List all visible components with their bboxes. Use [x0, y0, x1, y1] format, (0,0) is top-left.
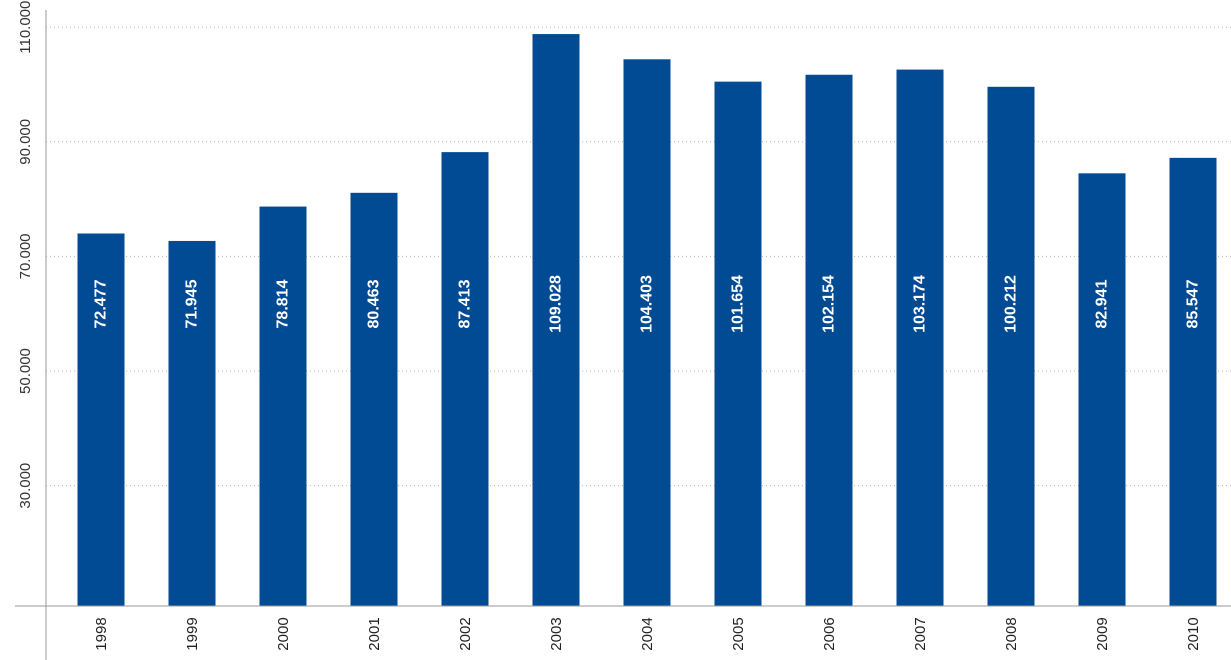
bar-2001 [350, 192, 398, 607]
y-tick-label: 110.000 [17, 1, 34, 54]
x-tick-label-2004: 2004 [639, 617, 656, 650]
x-tick-label-2000: 2000 [275, 617, 292, 650]
data-label-2010: 85.547 [1185, 279, 1202, 328]
x-tick-label-2010: 2010 [1185, 617, 1202, 650]
bar-2006 [805, 74, 853, 606]
x-tick-label-2007: 2007 [912, 617, 929, 650]
x-tick-label-2006: 2006 [821, 617, 838, 650]
x-tick-label-2001: 2001 [366, 617, 383, 650]
y-tick-label: 90.000 [17, 119, 34, 165]
x-tick-label-2002: 2002 [457, 617, 474, 650]
data-label-2002: 87.413 [457, 279, 474, 328]
bar-1999 [168, 240, 216, 606]
bar-2004 [623, 59, 671, 607]
bars: 72.477 71.945 78.814 80.463 87.413 109.028 104… [77, 34, 1217, 607]
data-label-1998: 72.477 [93, 279, 110, 328]
bar-2008 [987, 86, 1035, 607]
x-tick-label-2008: 2008 [1003, 617, 1020, 650]
x-tick-label-2005: 2005 [730, 617, 747, 650]
data-label-2003: 109.028 [548, 275, 565, 333]
x-tick-label-1998: 1998 [93, 617, 110, 650]
bar-2002 [441, 152, 489, 606]
y-tick-label: 30.000 [17, 463, 34, 509]
data-label-2009: 82.941 [1094, 279, 1111, 328]
data-label-2008: 100.212 [1003, 275, 1020, 333]
y-tick-label: 50.000 [17, 348, 34, 394]
bar-2005 [714, 81, 762, 606]
x-tick-labels: 1998 1999 2000 2001 2002 2003 2004 2005 2006 2007… [93, 617, 1202, 650]
bar-2003 [532, 34, 580, 607]
data-label-2001: 80.463 [366, 279, 383, 328]
y-tick-labels: 30.000 50.000 70.000 90.000 110.000 [17, 1, 34, 509]
data-label-1999: 71.945 [184, 279, 201, 328]
bar-1998 [77, 233, 125, 606]
x-tick-label-1999: 1999 [184, 617, 201, 650]
data-label-2004: 104.403 [639, 275, 656, 333]
bar-2000 [259, 206, 307, 607]
y-tick-label: 70.000 [17, 233, 34, 279]
x-tick-label-2009: 2009 [1094, 617, 1111, 650]
data-label-2000: 78.814 [275, 279, 292, 328]
bar-2010 [1169, 157, 1217, 606]
bar-2007 [896, 69, 944, 607]
data-label-2005: 101.654 [730, 275, 747, 333]
data-label-2006: 102.154 [821, 275, 838, 333]
bar-2009 [1078, 173, 1126, 607]
x-tick-label-2003: 2003 [548, 617, 565, 650]
data-label-2007: 103.174 [912, 275, 929, 333]
